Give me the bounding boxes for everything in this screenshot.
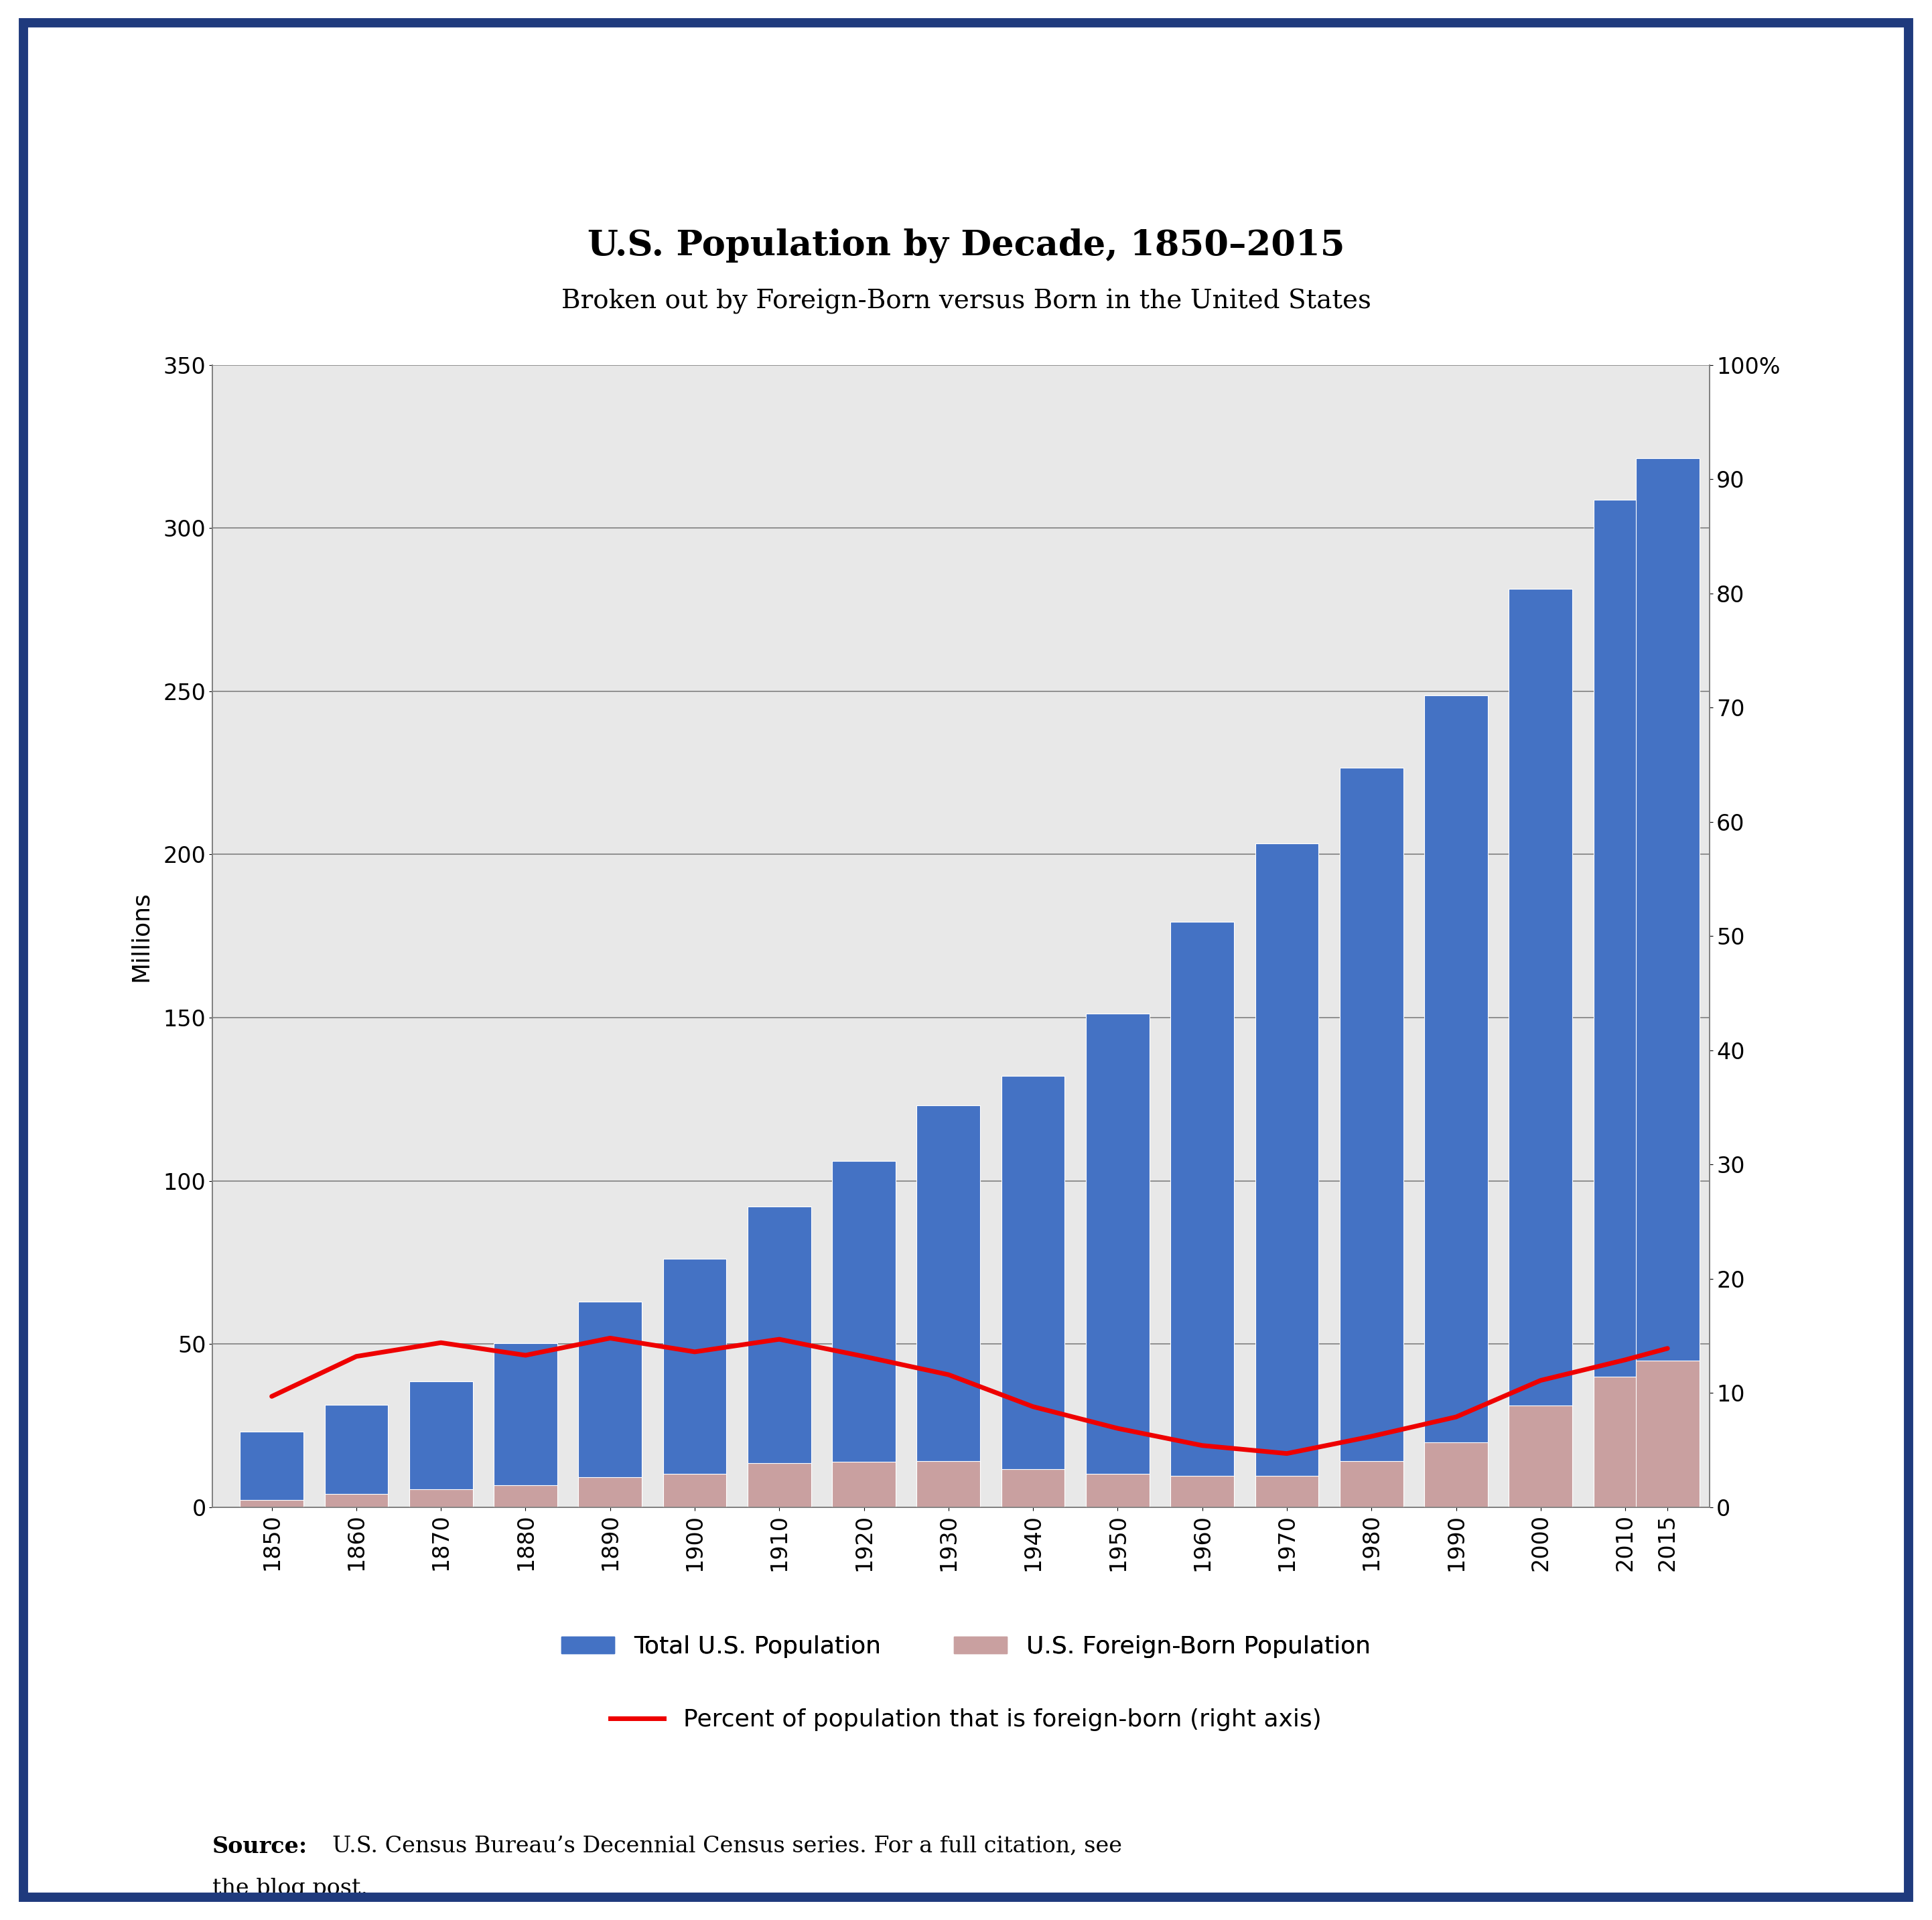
Bar [240, 1500, 303, 1507]
Bar [495, 1344, 556, 1507]
Bar [1424, 695, 1488, 1507]
Bar [1339, 1461, 1403, 1507]
Legend: Total U.S. Population, U.S. Foreign-Born Population: Total U.S. Population, U.S. Foreign-Born… [553, 1626, 1379, 1668]
Bar [1594, 499, 1658, 1507]
Bar [1256, 843, 1318, 1507]
Bar [1171, 922, 1235, 1507]
Bar [1509, 1405, 1573, 1507]
Bar [325, 1494, 388, 1507]
Legend: Percent of population that is foreign-born (right axis): Percent of population that is foreign-bo… [601, 1699, 1331, 1741]
Bar [410, 1488, 473, 1507]
Bar [1001, 1469, 1065, 1507]
Bar [1001, 1075, 1065, 1507]
Bar [748, 1206, 811, 1507]
Bar [918, 1106, 980, 1507]
Bar [663, 1473, 726, 1507]
Bar [578, 1302, 641, 1507]
Bar [410, 1380, 473, 1507]
Bar [1256, 1476, 1318, 1507]
Bar [1636, 459, 1700, 1507]
Bar [1594, 1377, 1658, 1507]
Bar [1171, 1476, 1235, 1507]
Bar [1424, 1442, 1488, 1507]
Y-axis label: Millions: Millions [129, 891, 153, 981]
Bar [748, 1463, 811, 1507]
Text: Source:: Source: [213, 1836, 307, 1859]
Text: Broken out by Foreign-Born versus Born in the United States: Broken out by Foreign-Born versus Born i… [560, 288, 1372, 315]
Bar [578, 1476, 641, 1507]
Bar [918, 1461, 980, 1507]
Bar [1339, 768, 1403, 1507]
Bar [1086, 1473, 1150, 1507]
Bar [833, 1461, 896, 1507]
Text: the blog post.: the blog post. [213, 1878, 367, 1899]
Bar [663, 1258, 726, 1507]
Bar [1636, 1359, 1700, 1507]
Bar [325, 1405, 388, 1507]
Bar [240, 1432, 303, 1507]
Bar [495, 1486, 556, 1507]
Bar [1086, 1014, 1150, 1507]
Bar [1509, 589, 1573, 1507]
Text: U.S. Census Bureau’s Decennial Census series. For a full citation, see: U.S. Census Bureau’s Decennial Census se… [332, 1836, 1122, 1857]
Text: U.S. Population by Decade, 1850–2015: U.S. Population by Decade, 1850–2015 [587, 228, 1345, 263]
Bar [833, 1162, 896, 1507]
